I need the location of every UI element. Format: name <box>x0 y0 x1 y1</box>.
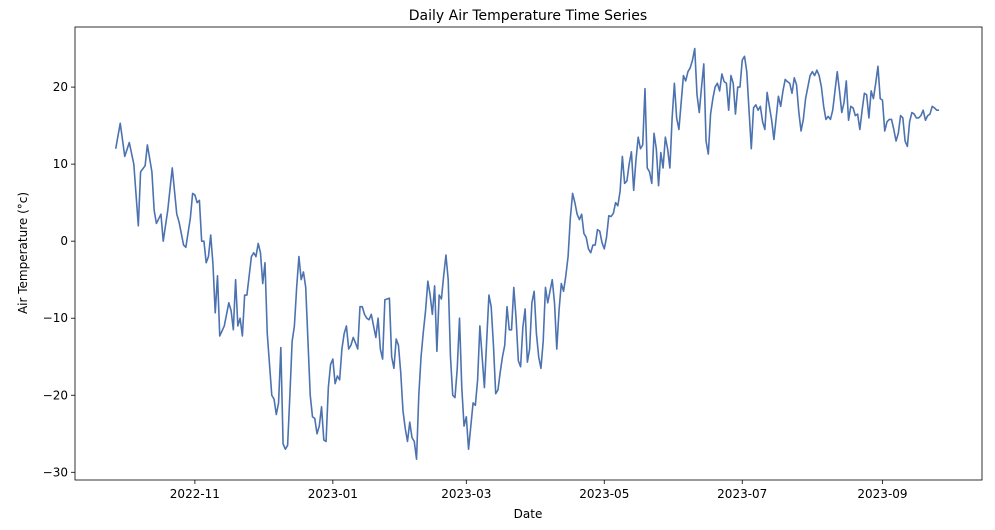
plot-frame <box>74 26 983 481</box>
y-tick-label: −20 <box>43 388 68 402</box>
y-axis-label: Air Temperature (°c) <box>16 192 30 314</box>
y-tick-label: 20 <box>53 80 68 94</box>
data-line <box>114 47 940 460</box>
x-axis-label: Date <box>514 507 543 521</box>
x-tick-label: 2023-07 <box>717 487 767 501</box>
chart-title: Daily Air Temperature Time Series <box>409 8 647 24</box>
y-tick-label: 10 <box>53 157 68 171</box>
y-tick-label: 0 <box>60 234 68 248</box>
x-tick-label: 2022-11 <box>170 487 220 501</box>
x-tick-label: 2023-03 <box>441 487 491 501</box>
y-tick-label: −10 <box>43 311 68 325</box>
x-tick-label: 2023-09 <box>857 487 907 501</box>
x-tick-label: 2023-01 <box>308 487 358 501</box>
y-tick-label: −30 <box>43 465 68 479</box>
x-tick-label: 2023-05 <box>579 487 629 501</box>
